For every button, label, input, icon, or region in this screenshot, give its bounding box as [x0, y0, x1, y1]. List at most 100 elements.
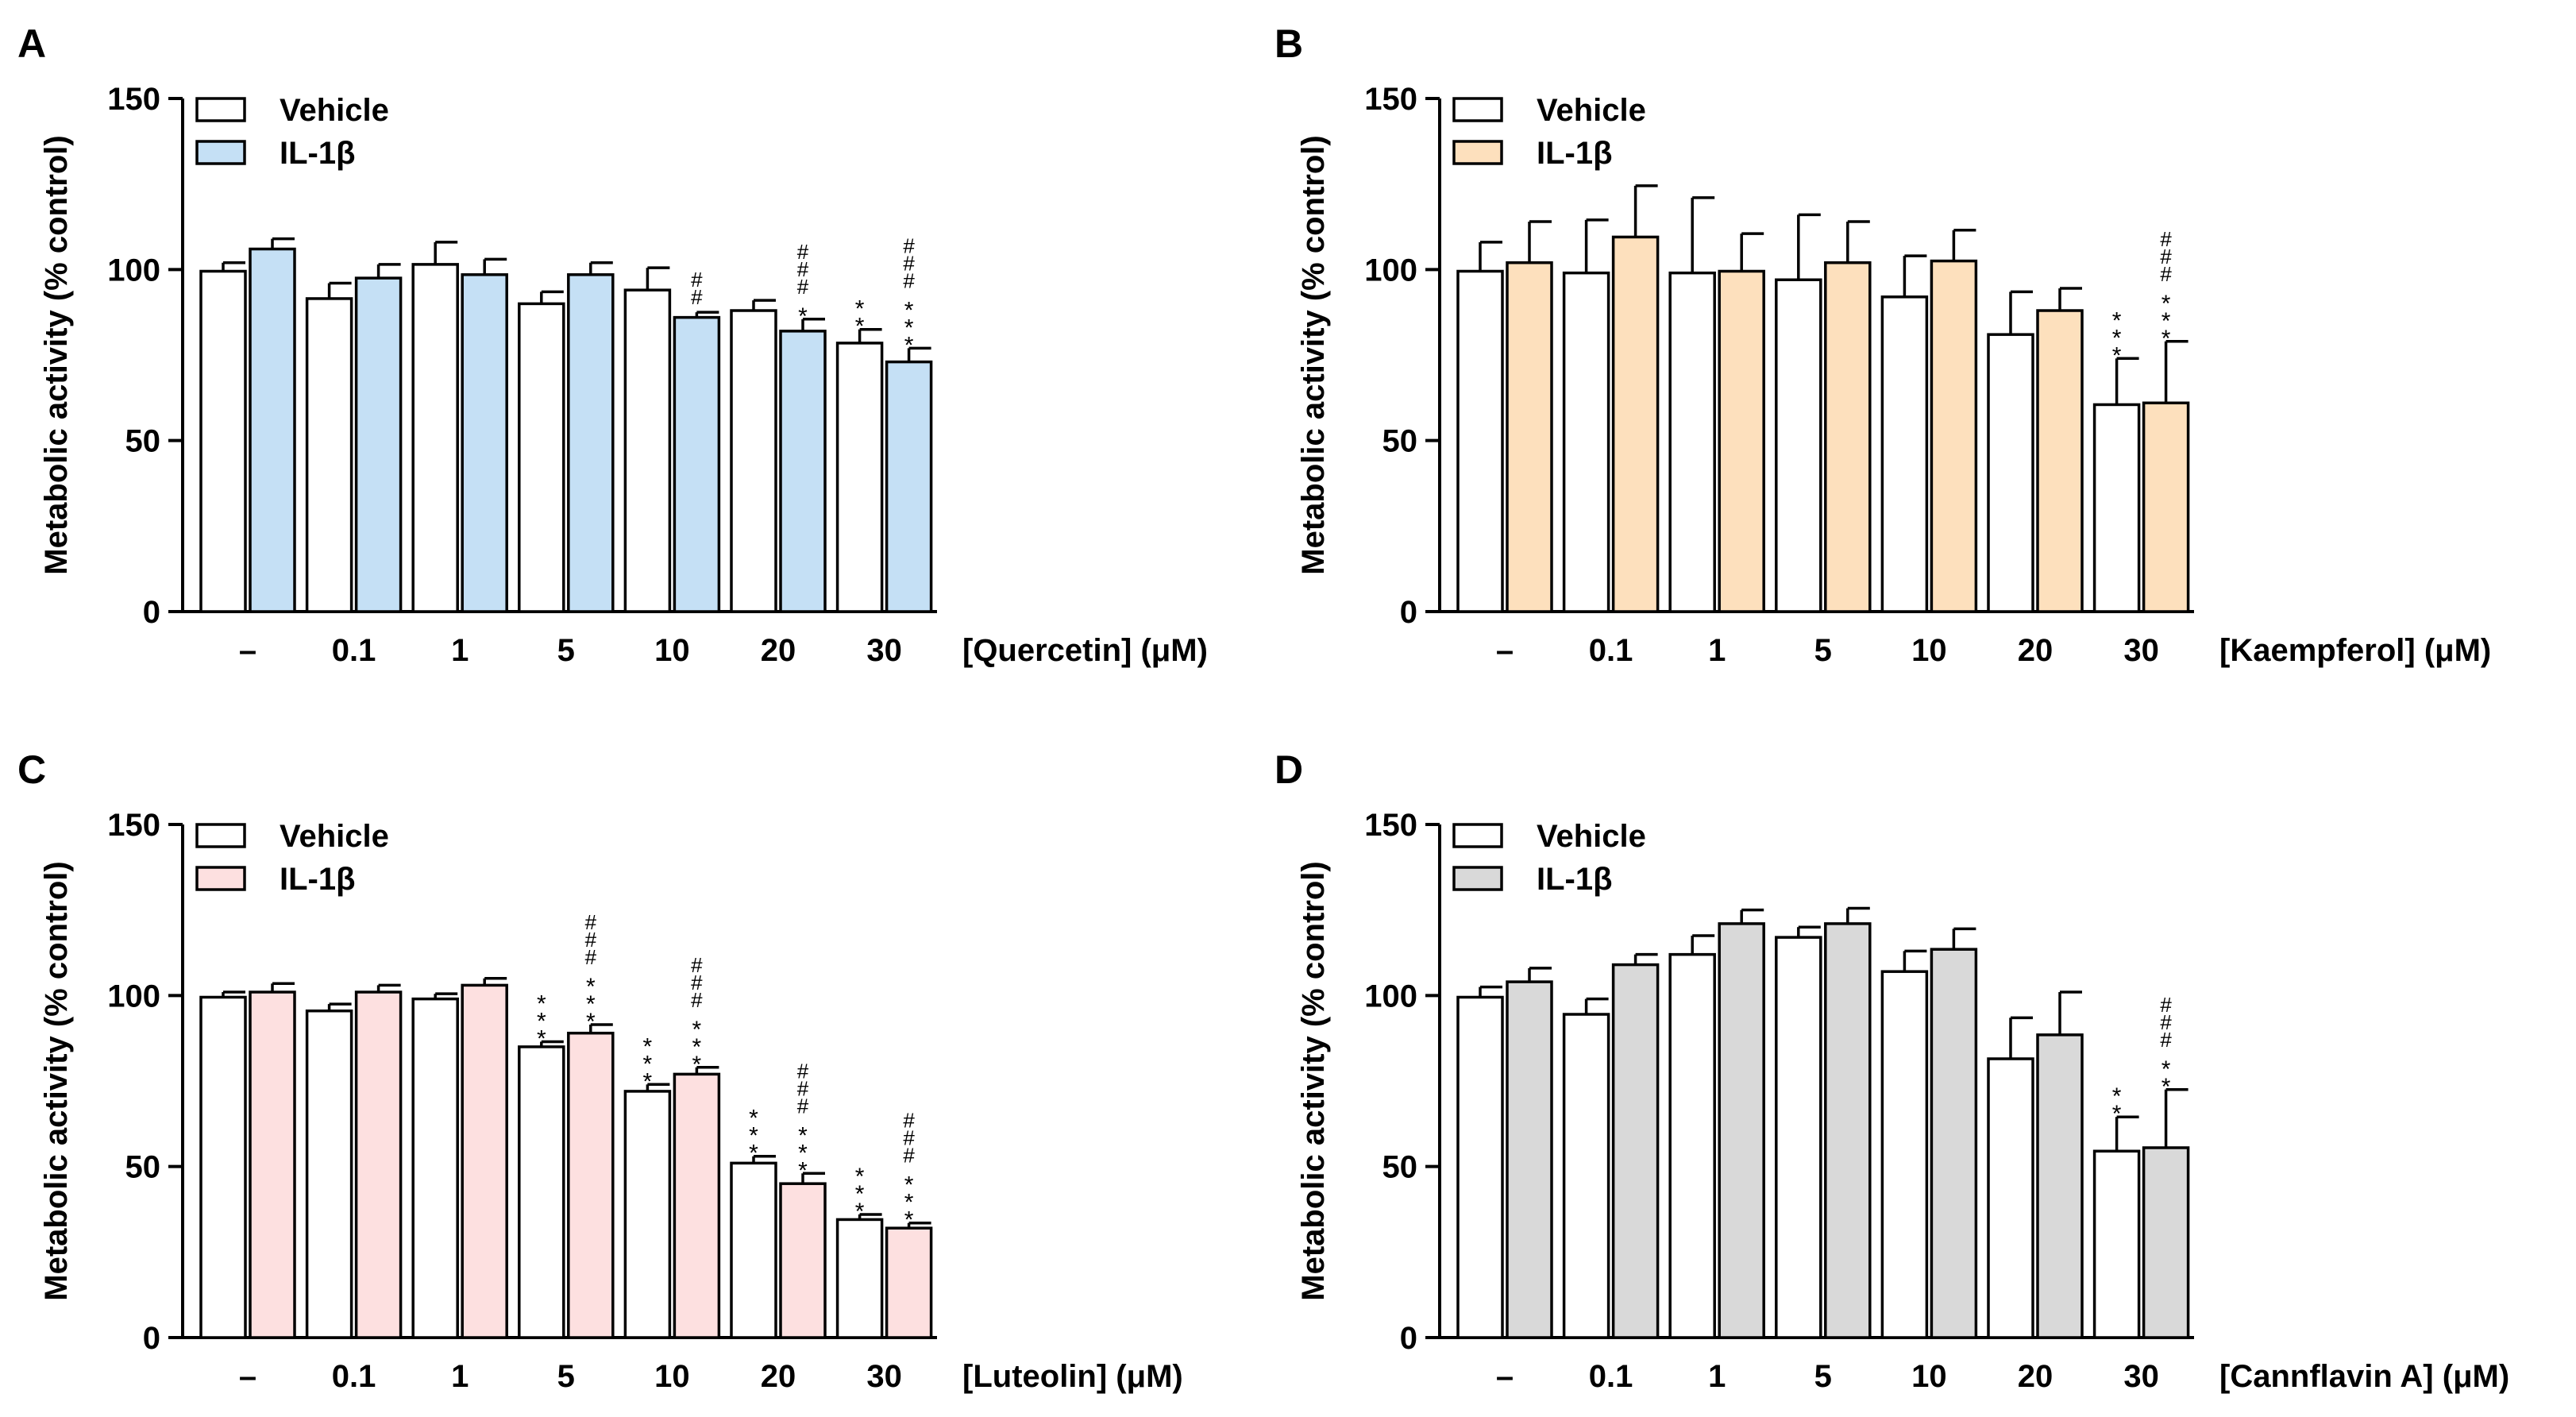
significance-mark: *	[749, 1141, 758, 1167]
significance-mark: *	[643, 1051, 653, 1077]
x-tick-label: –	[1496, 633, 1514, 668]
significance-mark: *	[586, 991, 596, 1017]
x-tick-label: 5	[1814, 1359, 1832, 1394]
bar-il1b	[779, 1182, 827, 1339]
y-tick-label: 100	[1364, 979, 1417, 1014]
y-tick-label: 150	[107, 82, 160, 117]
legend-swatch-il1b	[195, 866, 246, 891]
x-axis-title: [Quercetin] (μM)	[962, 633, 1208, 668]
significance-mark: *	[537, 990, 546, 1017]
significance-mark: #	[797, 1059, 809, 1083]
significance-mark: #	[903, 1144, 915, 1168]
bar-il1b	[2142, 1146, 2190, 1339]
x-tick-label: 30	[2123, 633, 2159, 668]
significance-mark: *	[692, 1017, 702, 1043]
bar-vehicle	[1987, 333, 2034, 613]
y-tick-label: 100	[1364, 253, 1417, 288]
significance-mark: *	[2161, 1074, 2171, 1100]
panel-letter: C	[17, 747, 46, 792]
bar-vehicle	[305, 297, 353, 613]
significance-mark: *	[855, 1181, 865, 1207]
significance-mark: #	[2160, 1010, 2172, 1034]
bar-vehicle	[518, 302, 565, 613]
x-tick-label: 1	[451, 633, 469, 668]
x-tick-label: 20	[2018, 633, 2053, 668]
significance-mark: *	[537, 1025, 546, 1052]
bar-vehicle	[518, 1045, 565, 1339]
significance-mark: *	[798, 1122, 808, 1149]
significance-mark: #	[903, 268, 915, 292]
bar-il1b	[249, 247, 296, 613]
x-axis-title: [Cannflavin A] (μM)	[2219, 1359, 2509, 1394]
significance-mark: *	[2161, 308, 2171, 334]
y-tick-label: 0	[143, 1321, 160, 1356]
significance-mark: #	[797, 1076, 809, 1100]
panel-letter: D	[1275, 747, 1303, 792]
bar-vehicle	[1668, 952, 1716, 1339]
bar-il1b	[249, 990, 296, 1339]
significance-mark: #	[797, 240, 809, 264]
y-tick-label: 0	[143, 595, 160, 630]
bar-il1b	[461, 983, 508, 1339]
y-tick-label: 100	[107, 979, 160, 1014]
bar-il1b	[1506, 261, 1553, 613]
bar-il1b	[1930, 259, 1978, 613]
significance-mark: *	[904, 297, 914, 323]
bar-il1b	[1611, 235, 1660, 613]
bar-vehicle	[199, 995, 247, 1339]
x-tick-label: –	[239, 633, 256, 668]
bar-vehicle	[730, 309, 777, 613]
legend-label: Vehicle	[280, 819, 389, 854]
legend-swatch-vehicle	[195, 97, 246, 122]
legend-swatch-vehicle	[1452, 823, 1503, 848]
x-tick-label: 10	[654, 1359, 690, 1394]
significance-mark: *	[537, 1008, 546, 1034]
significance-mark: *	[855, 1164, 865, 1190]
bar-vehicle	[1775, 278, 1822, 613]
bar-vehicle	[1668, 271, 1716, 613]
legend-label: IL-1β	[280, 136, 356, 171]
x-tick-label: 10	[654, 633, 690, 668]
significance-mark: *	[855, 296, 865, 322]
x-tick-label: 1	[1708, 1359, 1726, 1394]
significance-mark: *	[2112, 307, 2122, 334]
bar-il1b	[1611, 963, 1660, 1339]
x-tick-label: –	[239, 1359, 256, 1394]
bar-il1b	[885, 1226, 933, 1339]
bar-il1b	[1824, 922, 1872, 1339]
legend-swatch-vehicle	[1452, 97, 1503, 122]
x-axis-title: [Luteolin] (μM)	[962, 1359, 1183, 1394]
bar-il1b	[673, 1072, 721, 1339]
bar-vehicle	[623, 288, 672, 613]
panel-letter: B	[1275, 21, 1303, 66]
bar-vehicle	[835, 1218, 884, 1339]
significance-mark: #	[691, 971, 703, 994]
bar-il1b	[2142, 401, 2190, 613]
significance-mark: *	[2161, 291, 2171, 317]
bar-vehicle	[730, 1161, 777, 1339]
significance-mark: *	[904, 315, 914, 341]
bar-vehicle	[411, 263, 459, 613]
x-tick-label: 10	[1911, 1359, 1947, 1394]
bar-vehicle	[1987, 1057, 2034, 1339]
significance-mark: #	[903, 234, 915, 257]
bar-il1b	[354, 990, 403, 1339]
legend-swatch-il1b	[1452, 140, 1503, 165]
bar-vehicle	[1456, 269, 1504, 613]
significance-mark: *	[2112, 1101, 2122, 1127]
significance-mark: *	[904, 1190, 914, 1216]
bar-vehicle	[2092, 403, 2141, 613]
bar-il1b	[567, 273, 615, 613]
bar-il1b	[567, 1031, 615, 1339]
legend-label: Vehicle	[280, 93, 389, 128]
bar-il1b	[1506, 980, 1553, 1339]
significance-mark: *	[904, 1207, 914, 1234]
significance-mark: #	[585, 945, 597, 969]
bar-vehicle	[1456, 995, 1504, 1339]
significance-mark: #	[797, 257, 809, 281]
legend-label: Vehicle	[1537, 819, 1646, 854]
significance-mark: *	[643, 1068, 653, 1095]
